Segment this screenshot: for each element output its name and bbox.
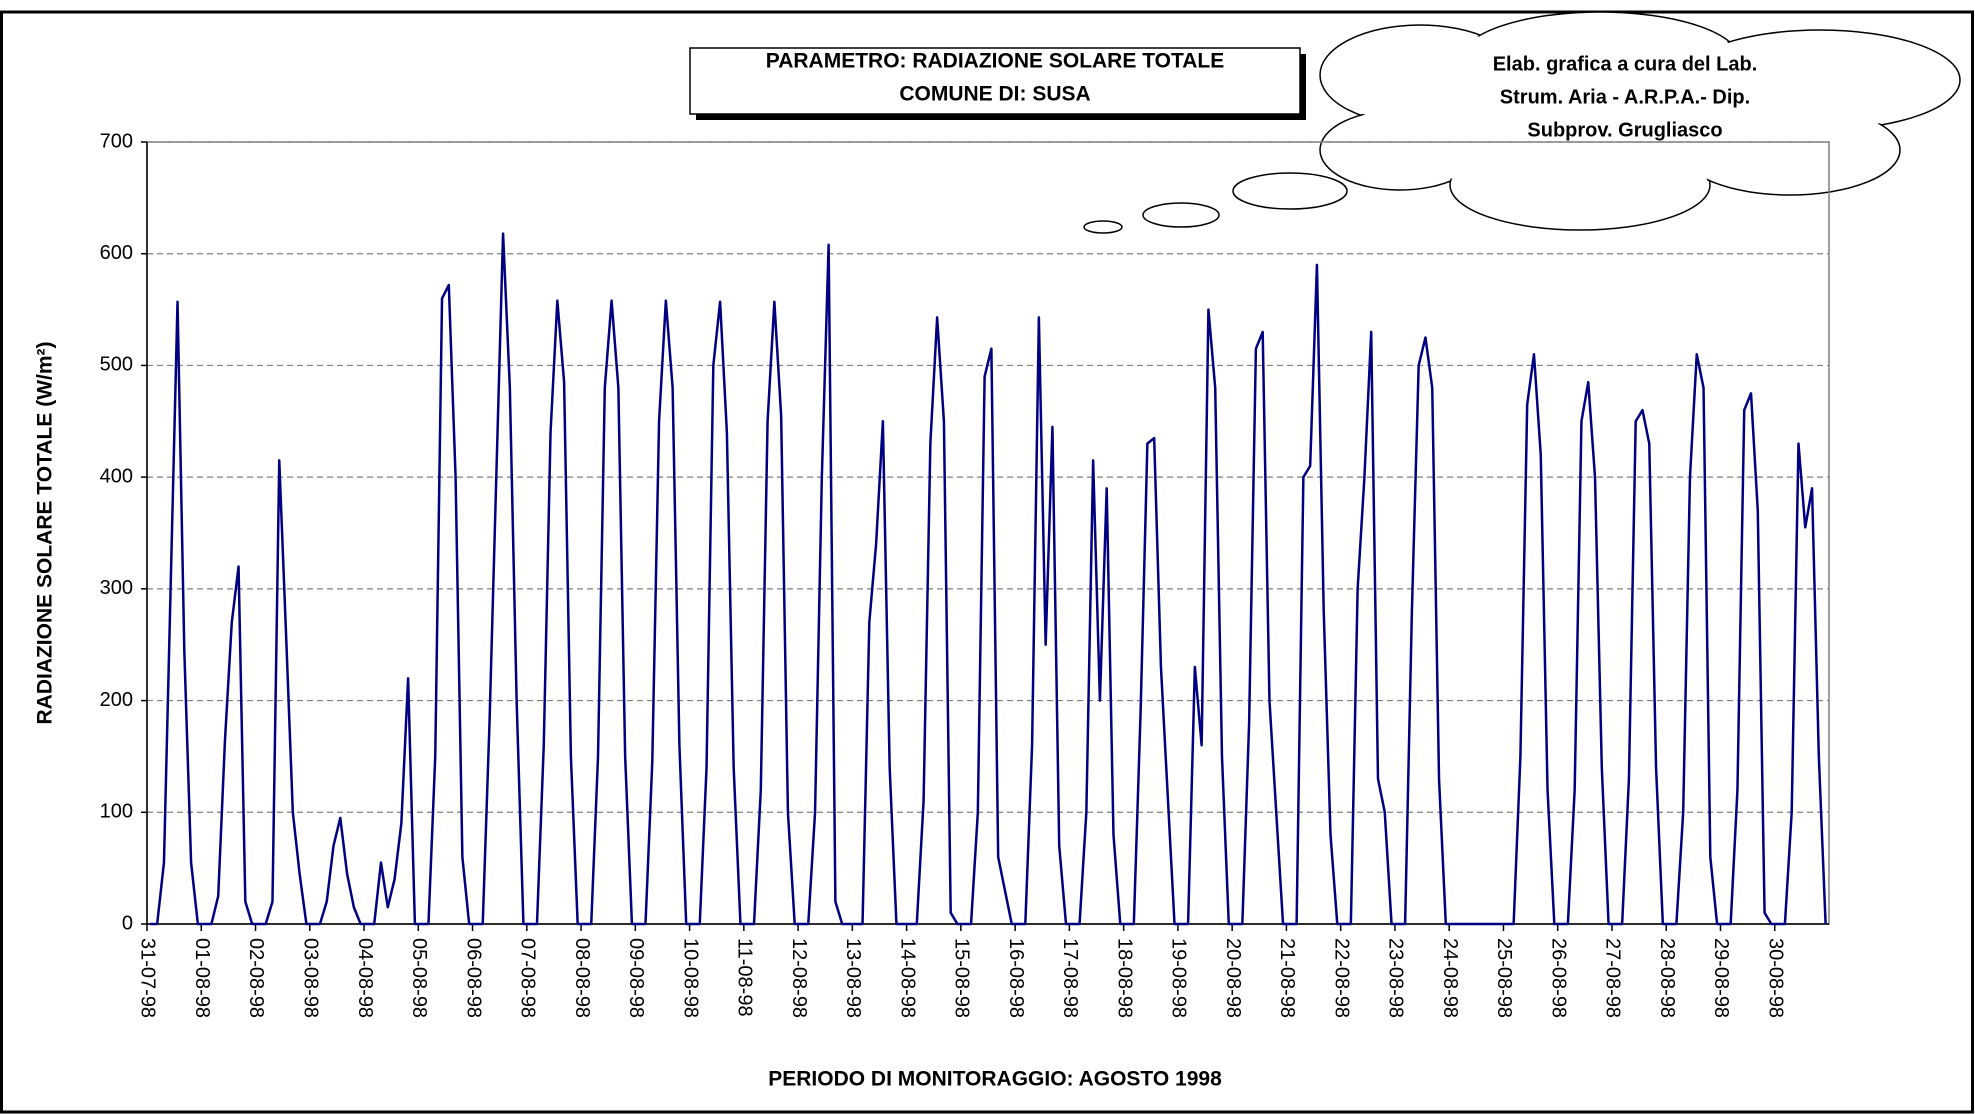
x-tick-label: 06-08-98 bbox=[462, 938, 484, 1018]
x-tick-label: 28-08-98 bbox=[1656, 938, 1678, 1018]
annotation: Elab. grafica a cura del Lab. bbox=[1493, 53, 1758, 75]
y-tick-label: 600 bbox=[100, 242, 133, 264]
x-tick-label: 07-08-98 bbox=[517, 938, 539, 1018]
y-tick-label: 400 bbox=[100, 465, 133, 487]
x-tick-label: 09-08-98 bbox=[625, 938, 647, 1018]
x-tick-label: 27-08-98 bbox=[1602, 938, 1624, 1018]
x-tick-label: 29-08-98 bbox=[1710, 938, 1732, 1018]
x-tick-label: 13-08-98 bbox=[842, 938, 864, 1018]
y-tick-label: 500 bbox=[100, 354, 133, 376]
x-tick-label: 24-08-98 bbox=[1439, 938, 1461, 1018]
x-tick-label: 02-08-98 bbox=[245, 938, 267, 1018]
x-axis-label: PERIODO DI MONITORAGGIO: AGOSTO 1998 bbox=[768, 1068, 1222, 1091]
x-tick-label: 22-08-98 bbox=[1330, 938, 1352, 1018]
x-tick-label: 04-08-98 bbox=[354, 938, 376, 1018]
x-tick-label: 21-08-98 bbox=[1276, 938, 1298, 1018]
annotation: Subprov. Grugliasco bbox=[1527, 119, 1722, 141]
x-tick-label: 12-08-98 bbox=[788, 938, 810, 1018]
x-tick-label: 03-08-98 bbox=[299, 938, 321, 1018]
x-tick-label: 14-08-98 bbox=[896, 938, 918, 1018]
y-tick-label: 700 bbox=[100, 130, 133, 152]
x-tick-label: 08-08-98 bbox=[571, 938, 593, 1018]
title-box bbox=[689, 47, 1301, 115]
chart-title: PARAMETRO: RADIAZIONE SOLARE TOTALE bbox=[766, 50, 1225, 73]
cloud bbox=[1083, 11, 1961, 234]
x-tick-label: 23-08-98 bbox=[1385, 938, 1407, 1018]
x-tick-label: 01-08-98 bbox=[191, 938, 213, 1018]
x-tick-label: 25-08-98 bbox=[1493, 938, 1515, 1018]
x-tick-label: 05-08-98 bbox=[408, 938, 430, 1018]
x-tick-label: 10-08-98 bbox=[679, 938, 701, 1018]
y-axis-label: RADIAZIONE SOLARE TOTALE (W/m²) bbox=[34, 341, 57, 724]
chart-title: COMUNE DI: SUSA bbox=[899, 83, 1090, 106]
x-tick-label: 17-08-98 bbox=[1059, 938, 1081, 1018]
x-tick-label: 30-08-98 bbox=[1764, 938, 1786, 1018]
x-tick-label: 26-08-98 bbox=[1547, 938, 1569, 1018]
x-tick-label: 15-08-98 bbox=[951, 938, 973, 1018]
data-line bbox=[150, 232, 1827, 926]
x-tick-label: 18-08-98 bbox=[1113, 938, 1135, 1018]
y-tick-label: 0 bbox=[122, 912, 133, 934]
x-tick-label: 31-07-98 bbox=[137, 938, 159, 1018]
x-tick-label: 19-08-98 bbox=[1168, 938, 1190, 1018]
y-tick-label: 300 bbox=[100, 577, 133, 599]
x-tick-label: 20-08-98 bbox=[1222, 938, 1244, 1018]
x-tick-label: 11-08-98 bbox=[734, 938, 756, 1017]
y-tick-label: 100 bbox=[100, 801, 133, 823]
annotation: Strum. Aria - A.R.P.A.- Dip. bbox=[1500, 86, 1750, 108]
y-tick-label: 200 bbox=[100, 689, 133, 711]
x-tick-label: 16-08-98 bbox=[1005, 938, 1027, 1018]
